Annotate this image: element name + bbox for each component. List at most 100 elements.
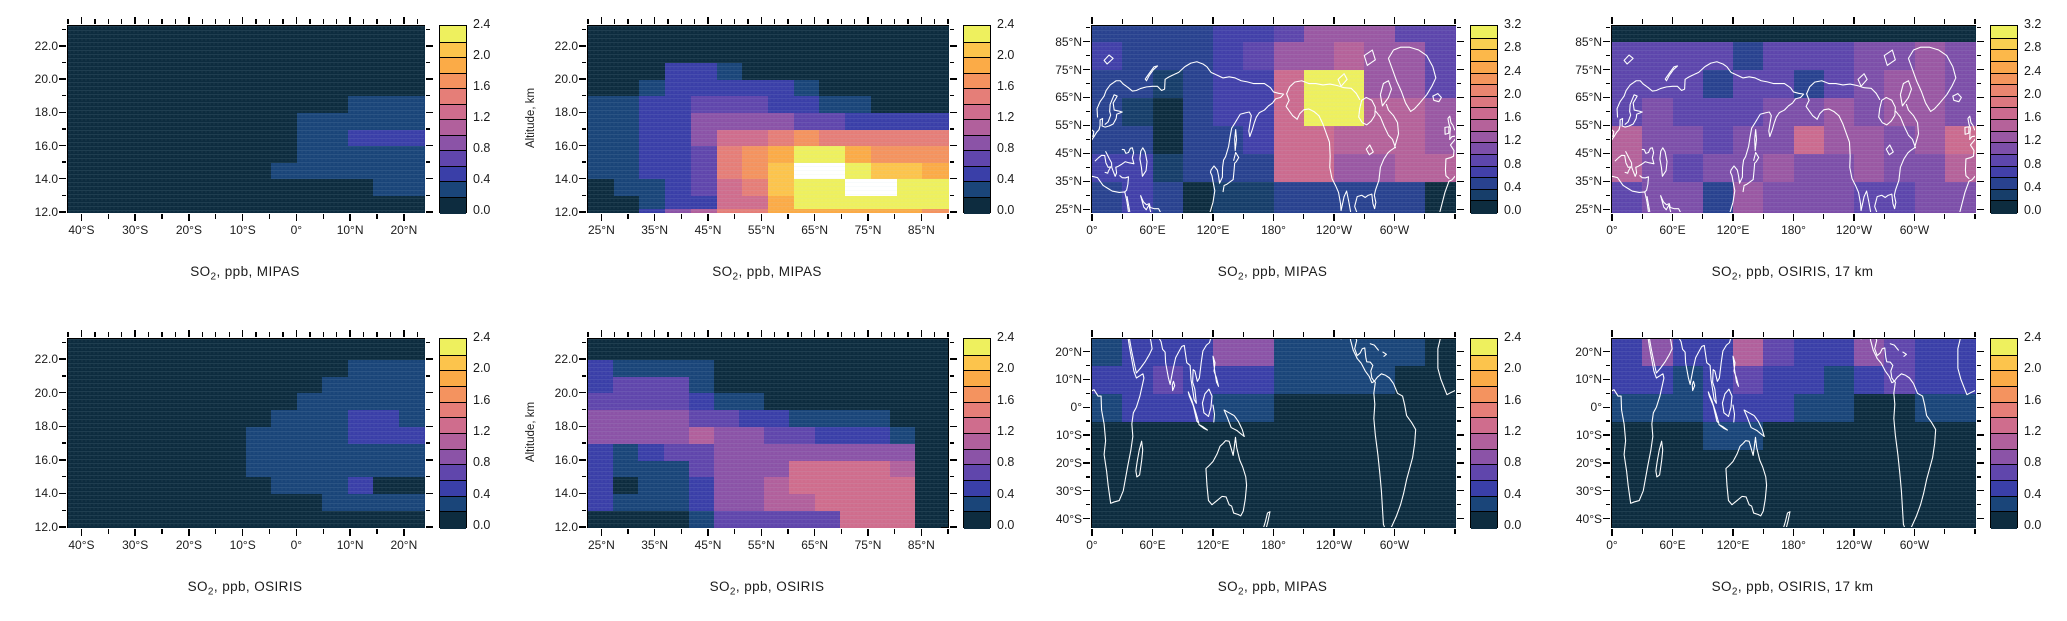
heatmap-cell [1702,339,1734,367]
heatmap-cell [118,409,145,427]
heatmap-cell [322,392,349,411]
colorbar-segment [1991,464,2017,482]
colorbar-segment [1471,339,1497,356]
colorbar-segment [440,370,466,388]
heatmap-cell [713,392,740,411]
heatmap-cell [922,128,949,147]
heatmap-cell [1793,504,1825,528]
x-tick-label: 120°E [1196,223,1230,237]
axis-tick [188,529,190,536]
axis-tick [389,19,392,24]
heatmap-cell [768,195,795,209]
axis-tick [1424,332,1426,337]
heatmap-cell [1182,449,1214,478]
heatmap-cell [1642,476,1674,506]
heatmap-cell [1213,365,1244,394]
colorbar-segment [964,57,990,75]
heatmap-cell [915,476,942,495]
colorbar-label: 1.6 [1504,110,1522,124]
heatmap-cell [347,339,374,360]
heatmap-cell [588,62,615,80]
heatmap-cell [1702,449,1734,478]
colorbar-segment [1471,107,1497,121]
axis-tick [947,529,949,534]
heatmap-cell [1303,41,1335,71]
y-tick-label: 25°N [1055,202,1082,217]
axis-tick [1151,330,1154,337]
axis-tick [1977,166,1981,168]
title-prefix: SO [709,579,730,594]
colorbar-segment [440,134,466,152]
colorbar-label: 0.8 [1504,156,1522,171]
heatmap-cell [764,426,791,444]
heatmap-cell [1122,41,1154,71]
axis-tick [1454,19,1456,24]
heatmap-cell [814,459,841,478]
heatmap-cell [1944,69,1976,99]
x-tick-label: 40°S [68,223,95,237]
axis-tick [1977,110,1981,113]
heatmap-cell [1733,339,1764,367]
axis-tick [600,214,603,221]
heatmap-cell [1944,41,1976,71]
colorbar-segment [1991,448,2017,467]
x-tick-label: 0° [290,538,303,552]
heatmap-cell [93,392,120,411]
heatmap-cell [1182,153,1214,182]
heatmap-cell [1334,476,1365,506]
title-subscript: 2 [1731,271,1738,283]
colorbar-segment [1991,37,2017,52]
heatmap-cell [195,493,222,511]
heatmap-cell [1914,339,1946,367]
axis-tick [787,332,789,337]
heatmap-cell [588,162,615,180]
axis-tick [59,392,66,394]
axis-tick [582,341,586,344]
heatmap-cell [613,112,641,130]
axis-tick [282,332,284,337]
heatmap-cell [1213,421,1244,450]
x-tick-label: 25°N [587,223,615,237]
axis-tick [426,161,430,163]
axis-tick [241,529,244,536]
colorbar-segment [1991,511,2017,529]
heatmap-cell [68,79,95,97]
heatmap-cell [768,45,795,64]
heatmap-cell [347,95,374,114]
axis-tick [322,19,324,24]
axis-tick [1974,332,1976,337]
axis-tick [827,19,829,24]
colorbar-segment [1471,464,1497,482]
heatmap-cell [93,79,120,97]
heatmap-cell [296,510,323,528]
heatmap-cell [271,45,298,64]
heatmap-cell [793,207,821,213]
axis-tick [1457,434,1464,436]
colorbar-label: 1.2 [1504,424,1522,438]
heatmap-cell [1854,97,1885,127]
colorbar-segment [964,370,990,388]
colorbar-segment [1471,119,1497,133]
axis-tick [174,332,177,337]
axis-tick [1083,378,1090,381]
heatmap-cell [347,195,374,213]
axis-tick [579,111,586,114]
heatmap-cell [1763,339,1795,367]
heatmap-cell [639,95,666,114]
axis-tick [640,19,643,24]
heatmap-cell [1182,339,1214,367]
heatmap-cell [1334,339,1365,367]
axis-tick [59,144,66,147]
heatmap-cell [246,112,273,130]
colorbar-segment [964,401,990,420]
title-suffix: , ppb, MIPAS [216,264,300,279]
heatmap-cell [246,26,273,47]
heatmap-cell [742,45,769,64]
heatmap-cell [793,95,821,114]
heatmap-cell [1424,26,1456,43]
axis-tick [1823,529,1825,534]
heatmap-cell [789,493,816,511]
heatmap-cell [1642,153,1674,182]
heatmap-cell [915,409,942,427]
axis-tick [600,330,603,337]
